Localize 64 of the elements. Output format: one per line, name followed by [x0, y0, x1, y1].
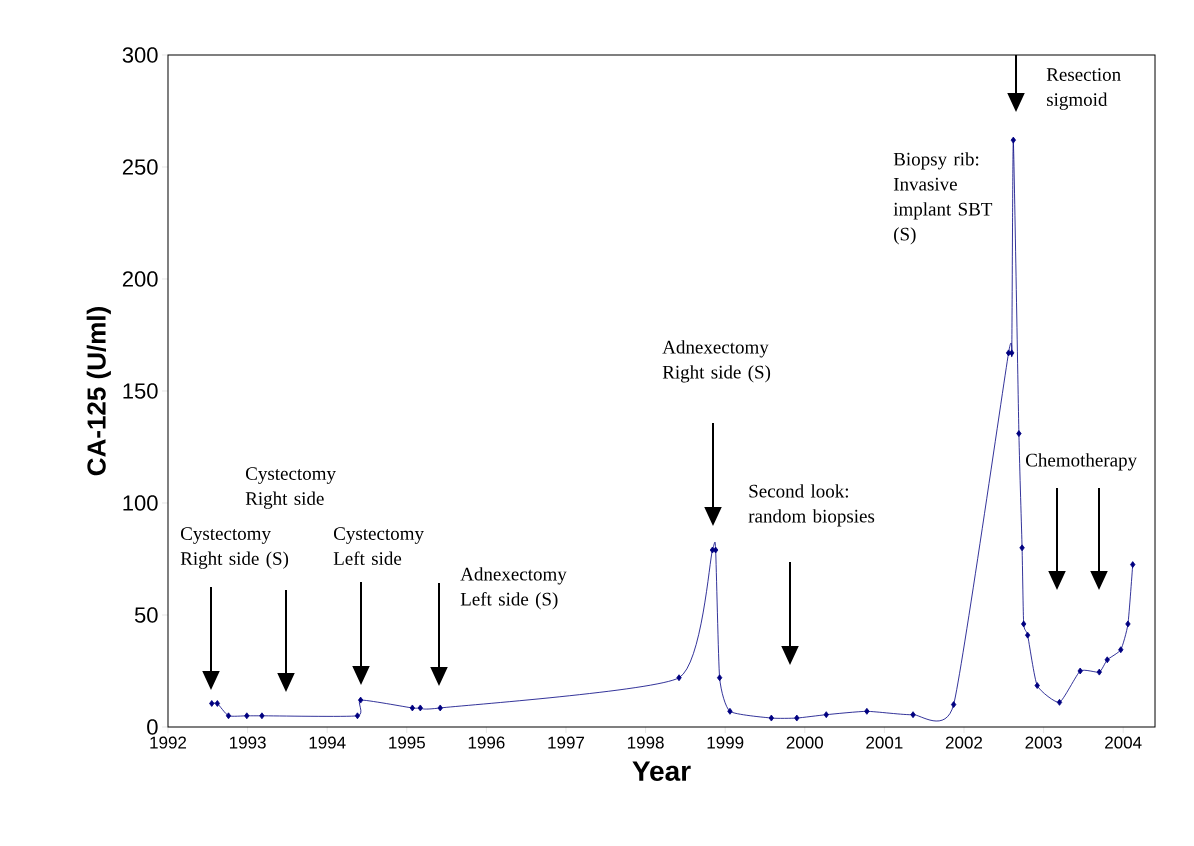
point [1021, 620, 1027, 628]
annotation: Adnexectomy Right side (S) [662, 340, 771, 383]
x-tick-label: 2002 [945, 736, 983, 749]
x-tick-label: 1999 [707, 736, 744, 749]
point [1118, 646, 1124, 654]
point [1010, 136, 1016, 144]
point [1056, 698, 1063, 706]
x-tick-label: 2000 [786, 736, 824, 749]
point [1025, 631, 1031, 639]
point [716, 674, 723, 682]
x-tick-label: 1996 [468, 736, 505, 749]
point [244, 712, 250, 720]
y-tick-label: 250 [122, 159, 158, 175]
y-tick-label: 150 [123, 383, 158, 399]
y-tick-label: 200 [122, 271, 158, 287]
annotation: Adnexectomy Left side (S) [460, 567, 567, 610]
y-tick-label: 300 [122, 47, 158, 63]
point [417, 704, 423, 712]
y-tick-label: 100 [123, 495, 158, 511]
point [727, 707, 733, 715]
y-tick-label: 50 [134, 607, 158, 623]
point [1077, 667, 1083, 675]
point [823, 711, 829, 719]
point [409, 704, 416, 712]
point [1034, 682, 1040, 689]
x-tick-label: 1994 [309, 736, 346, 749]
annotation: Chemotherapy [1026, 453, 1138, 471]
x-tick-label: 2003 [1025, 736, 1062, 749]
x-tick-label: 1992 [150, 736, 187, 749]
x-axis-title: Year [632, 761, 691, 781]
x-tick-label: 1993 [229, 736, 266, 749]
annotation: Resection sigmoid [1046, 68, 1121, 110]
x-tick-label: 1995 [389, 736, 425, 749]
point [1125, 620, 1131, 628]
point [768, 714, 774, 722]
point [354, 712, 361, 720]
point [214, 700, 220, 707]
annotation: Cystectomy Right side [245, 467, 336, 509]
point [1019, 544, 1025, 552]
x-tick-label: 2001 [866, 736, 903, 749]
point [950, 701, 957, 708]
point [864, 707, 870, 715]
x-tick-label: 1998 [627, 736, 664, 749]
point [1104, 656, 1110, 664]
y-tick-label: 0 [147, 719, 158, 735]
point [676, 674, 682, 682]
point [794, 714, 800, 722]
point [225, 712, 232, 720]
annotation: Cystectomy Right side (S) [180, 527, 289, 569]
point [209, 700, 215, 707]
point [1009, 349, 1015, 357]
point [437, 704, 443, 712]
point [357, 696, 364, 704]
point [1096, 668, 1102, 676]
x-tick-label: 1997 [548, 736, 585, 749]
point [1016, 430, 1022, 437]
point [1130, 561, 1136, 568]
annotation: Biopsy rib: Invasive implant SBT (S) [893, 152, 993, 245]
x-tick-label: 2004 [1105, 736, 1142, 749]
annotation: Second look: random biopsies [748, 484, 875, 527]
y-axis-title: CA-125 (U/ml) [86, 307, 111, 476]
annotation: Cystectomy Left side [333, 527, 424, 565]
point [910, 711, 916, 719]
point [259, 712, 265, 720]
